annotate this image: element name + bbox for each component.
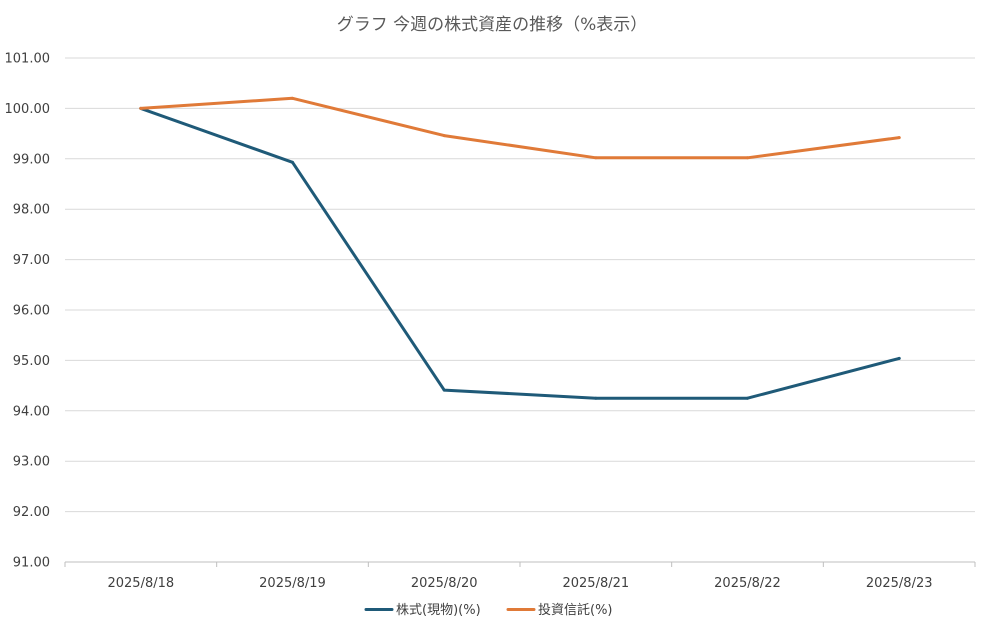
data-point bbox=[139, 106, 143, 110]
data-point bbox=[442, 134, 446, 138]
y-tick-label: 92.00 bbox=[13, 505, 50, 520]
x-axis bbox=[64, 561, 976, 567]
data-point bbox=[594, 156, 598, 160]
data-point bbox=[291, 96, 294, 100]
data-point bbox=[746, 156, 749, 160]
data-point bbox=[897, 136, 901, 140]
legend-label: 投資信託(%) bbox=[538, 602, 613, 618]
legend-label: 株式(現物)(%) bbox=[396, 603, 481, 618]
x-tick-label: 2025/8/23 bbox=[866, 576, 933, 591]
x-tick-label: 2025/8/22 bbox=[714, 576, 781, 591]
y-tick-label: 95.00 bbox=[13, 354, 50, 369]
x-tick-label: 2025/8/19 bbox=[259, 576, 326, 591]
data-point bbox=[291, 160, 294, 164]
y-tick-label: 94.00 bbox=[13, 404, 50, 419]
y-tick-label: 93.00 bbox=[13, 455, 50, 470]
chart-title: グラフ 今週の株式資産の推移（%表示） bbox=[337, 15, 648, 35]
data-point bbox=[442, 388, 446, 392]
data-point bbox=[897, 356, 901, 360]
x-axis-tick-labels: 2025/8/18 2025/8/19 2025/8/20 2025/8/21 2025… bbox=[107, 576, 932, 591]
series-1 bbox=[139, 106, 901, 400]
y-tick-label: 99.00 bbox=[13, 152, 50, 167]
gridlines bbox=[65, 57, 975, 513]
y-tick-label: 91.00 bbox=[13, 556, 50, 571]
legend-item[interactable]: 投資信託(%) bbox=[506, 602, 613, 618]
series-2 bbox=[139, 96, 901, 160]
x-tick-label: 2025/8/20 bbox=[411, 576, 478, 591]
y-tick-label: 96.00 bbox=[13, 304, 50, 319]
legend[interactable]: 株式(現物)(%) 投資信託(%) bbox=[364, 602, 613, 618]
x-tick-label: 2025/8/21 bbox=[562, 576, 629, 591]
series-line bbox=[139, 96, 901, 160]
y-tick-label: 100.00 bbox=[5, 102, 51, 117]
y-tick-label: 97.00 bbox=[13, 253, 50, 268]
data-point bbox=[594, 396, 598, 400]
y-tick-label: 101.00 bbox=[5, 52, 51, 67]
legend-item[interactable]: 株式(現物)(%) bbox=[364, 603, 481, 618]
data-series bbox=[139, 96, 901, 400]
y-axis-tick-labels: 101.00 100.00 99.00 98.00 97.00 96.00 95.00 94.… bbox=[5, 52, 51, 571]
data-point bbox=[746, 396, 749, 400]
series-line bbox=[139, 106, 901, 400]
x-tick-label: 2025/8/18 bbox=[107, 576, 174, 591]
y-tick-label: 98.00 bbox=[13, 203, 50, 218]
